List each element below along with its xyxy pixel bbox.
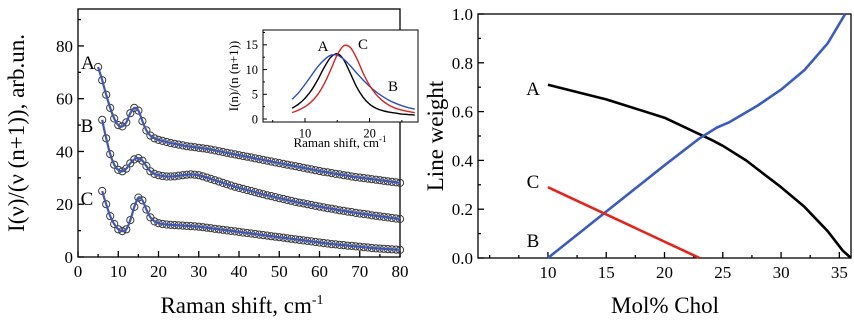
weight-line-b (547, 13, 847, 260)
y-tick-label: 0.4 (452, 151, 474, 170)
plot-frame (477, 13, 852, 259)
y-tick-label: 0.6 (452, 103, 473, 122)
inset-line-c (291, 44, 415, 114)
x-tick-label: 70 (351, 262, 368, 281)
series-label-b: B (81, 116, 94, 137)
data-point (110, 114, 119, 123)
x-tick-label: 35 (831, 263, 848, 282)
data-point (114, 225, 123, 234)
fit-line (101, 119, 401, 221)
data-point (134, 106, 143, 115)
inset-line-a (291, 52, 415, 116)
y-tick-label: 1.0 (452, 5, 473, 24)
data-point (206, 174, 215, 183)
y-axis-label: I(ν)/(ν (n+1)), arb.un. (4, 34, 29, 232)
series-a (94, 62, 405, 187)
x-tick-label: 10 (110, 262, 127, 281)
data-point (150, 169, 159, 178)
data-point (106, 212, 115, 221)
y-tick-label: 0.0 (452, 249, 473, 268)
y-tick-label: 0.8 (452, 54, 473, 73)
inset-x-axis-label-text: Raman shift, cm (293, 135, 379, 150)
data-point (130, 103, 139, 113)
data-point (114, 121, 123, 130)
series-label-b: B (388, 79, 398, 95)
data-point (138, 156, 147, 165)
inset-x-axis-label: Raman shift, cm-1 (293, 134, 386, 150)
data-point (122, 164, 131, 173)
data-point (122, 225, 131, 234)
series-b (98, 115, 405, 224)
x-tick-label: 40 (231, 262, 248, 281)
series-label-a: A (526, 79, 540, 100)
data-point (222, 180, 231, 189)
series-c (98, 186, 405, 254)
y-tick-label: 10 (246, 63, 259, 77)
y-tick-label: 0 (65, 248, 74, 267)
x-axis-label-text: Raman shift, cm (160, 293, 311, 318)
data-point (142, 205, 151, 214)
x-tick-label: 30 (773, 263, 790, 282)
y-tick-label: 5 (252, 88, 258, 102)
fit-line (101, 190, 401, 251)
line-weight-chart: 10 15 20 25 30 35 0.0 0.2 0.4 0.6 0.8 1.0 A B C (452, 5, 852, 282)
weight-line-a (547, 83, 852, 259)
data-point (126, 216, 135, 225)
data-point (146, 167, 155, 176)
data-point (130, 155, 139, 164)
data-point (110, 219, 119, 229)
data-point (106, 103, 115, 113)
series-label-b: B (527, 231, 540, 252)
x-tick-label: 60 (311, 262, 328, 281)
y-tick-label: 60 (56, 90, 73, 109)
fit-line (97, 66, 401, 184)
y-tick-label: 20 (56, 195, 73, 214)
y-tick-label: 0.2 (452, 200, 473, 219)
data-point (138, 196, 147, 205)
data-point (150, 134, 159, 143)
y-tick-label: 15 (246, 38, 259, 52)
x-tick-label: 15 (598, 263, 615, 282)
data-point (146, 131, 155, 140)
inset-x-axis-label-superscript: -1 (379, 134, 387, 144)
x-tick-label: 80 (392, 262, 409, 281)
series-label-a: A (318, 39, 329, 55)
series-label-c: C (81, 189, 94, 210)
x-tick-label: 20 (656, 263, 673, 282)
data-point (210, 176, 219, 185)
data-point (150, 217, 159, 226)
weight-line-c (547, 186, 701, 260)
x-axis-label-superscript: -1 (312, 293, 324, 308)
x-tick-label: 20 (150, 262, 167, 281)
data-point (114, 165, 123, 174)
x-tick-label: 0 (74, 262, 83, 281)
y-tick-label: 0 (252, 112, 258, 126)
data-point (110, 160, 119, 169)
data-point (142, 126, 151, 135)
inset-chart: 10 20 0 5 10 15 A B C (246, 29, 419, 141)
data-point (202, 173, 211, 182)
x-tick-label: 10 (299, 127, 312, 141)
x-tick-label: 50 (271, 262, 288, 281)
inset-line-b (291, 54, 415, 110)
x-axis-label: Raman shift, cm-1 (160, 293, 323, 318)
series-label-a: A (81, 53, 95, 74)
data-point (138, 117, 147, 126)
data-point (126, 109, 135, 118)
right-x-axis-label: Mol% Chol (611, 293, 719, 318)
x-tick-label: 25 (714, 263, 731, 282)
series-label-c: C (527, 172, 540, 193)
data-point (142, 161, 151, 171)
x-tick-label: 10 (539, 263, 556, 282)
series-label-c: C (358, 37, 368, 53)
x-tick-label: 30 (190, 262, 207, 281)
x-tick-label: 20 (363, 127, 376, 141)
inset-y-axis-label: I(n)/(n (n+1)) (226, 41, 241, 112)
right-y-axis-label: Line weight (423, 80, 448, 191)
y-tick-label: 40 (56, 142, 73, 161)
y-tick-label: 80 (56, 37, 73, 56)
data-point (122, 118, 131, 127)
